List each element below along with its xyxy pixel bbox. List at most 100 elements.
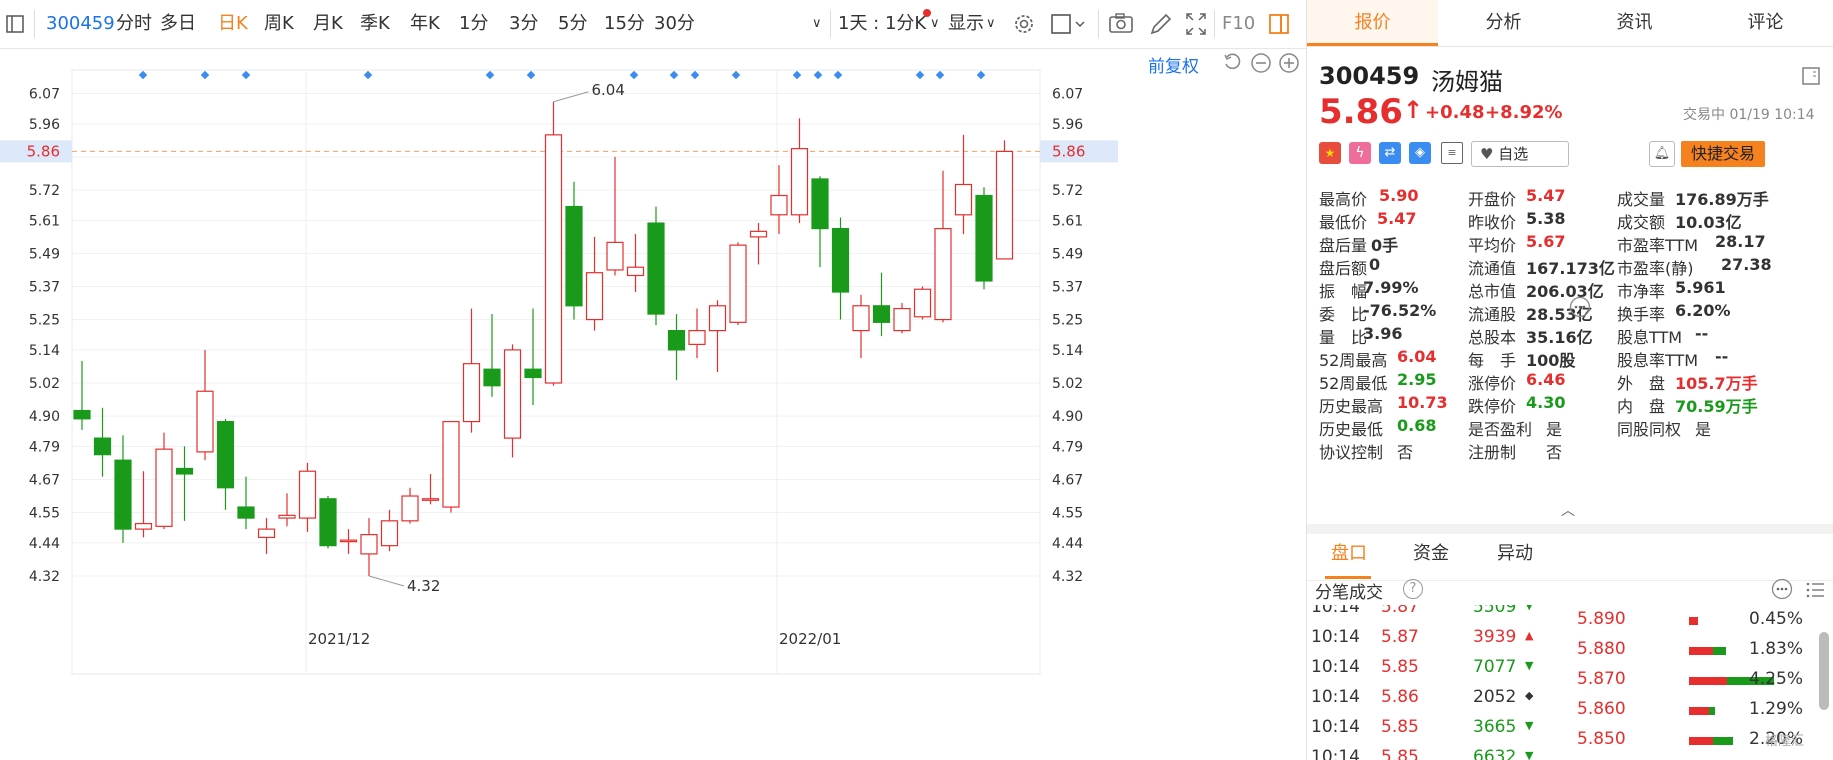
event-marker-icon[interactable] xyxy=(669,70,679,80)
square-select-icon[interactable] xyxy=(1050,0,1090,48)
event-marker-icon[interactable] xyxy=(629,70,639,80)
event-marker-icon[interactable] xyxy=(813,70,823,80)
scrollbar[interactable] xyxy=(1819,632,1829,710)
flag-icon[interactable]: ★ xyxy=(1319,142,1341,164)
candle[interactable] xyxy=(278,493,296,527)
candle[interactable] xyxy=(298,462,317,532)
period-tab[interactable]: 1分 xyxy=(459,13,489,34)
event-marker-icon[interactable] xyxy=(915,70,925,80)
range-select[interactable]: 1天 : 1分K xyxy=(838,13,927,34)
fuquan-select[interactable]: 前复权 xyxy=(1148,57,1199,77)
tab-capital[interactable]: 资金 xyxy=(1413,543,1449,564)
event-marker-icon[interactable] xyxy=(138,70,148,80)
candle[interactable] xyxy=(729,242,747,326)
event-marker-icon[interactable] xyxy=(833,70,843,80)
reset-icon[interactable] xyxy=(1222,52,1244,78)
event-marker-icon[interactable] xyxy=(200,70,210,80)
candle[interactable] xyxy=(790,118,809,224)
candle[interactable] xyxy=(524,308,542,406)
candle[interactable] xyxy=(995,140,1014,260)
period-tab[interactable]: 30分 xyxy=(654,13,695,34)
tab-comments[interactable]: 评论 xyxy=(1747,12,1784,33)
list-icon[interactable] xyxy=(1805,580,1825,604)
candle[interactable] xyxy=(93,407,112,477)
candle[interactable] xyxy=(708,300,727,372)
panel-collapse-icon[interactable] xyxy=(1801,66,1821,90)
candle[interactable] xyxy=(893,303,911,334)
tab-movement[interactable]: 异动 xyxy=(1497,543,1533,564)
event-marker-icon[interactable] xyxy=(690,70,700,80)
layout-toggle-icon[interactable] xyxy=(1268,0,1290,48)
candle[interactable] xyxy=(975,187,993,290)
candle[interactable] xyxy=(831,217,850,320)
period-tab[interactable]: 年K xyxy=(410,13,440,34)
candle[interactable] xyxy=(872,272,891,337)
candle[interactable] xyxy=(954,134,973,235)
settings-gear-icon[interactable] xyxy=(1012,0,1036,48)
event-marker-icon[interactable] xyxy=(792,70,802,80)
candle[interactable] xyxy=(216,418,235,510)
event-marker-icon[interactable] xyxy=(731,70,741,80)
display-menu[interactable]: 显示 xyxy=(948,13,984,34)
candle[interactable] xyxy=(421,473,440,505)
document-icon[interactable]: ≡ xyxy=(1441,142,1463,164)
candle[interactable] xyxy=(688,308,706,359)
candle[interactable] xyxy=(196,349,214,461)
zoom-in-icon[interactable] xyxy=(1278,52,1300,78)
candle[interactable] xyxy=(749,223,768,265)
candle[interactable] xyxy=(114,435,132,543)
tag-icon[interactable]: ◈ xyxy=(1409,142,1431,164)
candle[interactable] xyxy=(319,496,337,549)
candle[interactable] xyxy=(667,314,686,381)
f10-button[interactable]: F10 xyxy=(1222,13,1256,34)
tab-handicap[interactable]: 盘口 xyxy=(1331,543,1367,564)
period-tab[interactable]: 多日 xyxy=(160,13,196,34)
period-tab[interactable]: 日K xyxy=(218,13,248,34)
period-tab[interactable]: 分时 xyxy=(116,13,152,34)
lightning-icon[interactable]: ϟ xyxy=(1349,142,1371,164)
candle[interactable] xyxy=(339,529,358,554)
chevron-down-icon[interactable]: ∨ xyxy=(930,16,940,31)
ticks-list[interactable]: 10:14 5.87 5509 ▼ 10:14 5.87 3939 ▲ 10:14 5.85 707… xyxy=(1307,605,1833,760)
candle[interactable] xyxy=(565,181,583,320)
tab-news[interactable]: 资讯 xyxy=(1616,12,1653,33)
more-options-icon[interactable] xyxy=(1771,578,1793,604)
candle[interactable] xyxy=(626,234,645,293)
candle[interactable] xyxy=(585,236,604,331)
stock-code-tab[interactable]: 300459 xyxy=(46,13,115,34)
more-icon[interactable] xyxy=(1569,296,1591,322)
candle[interactable] xyxy=(257,518,276,554)
tab-quote[interactable]: 报价 xyxy=(1307,0,1438,46)
period-tab[interactable]: 周K xyxy=(264,13,294,34)
candle[interactable] xyxy=(913,286,932,320)
candle[interactable] xyxy=(360,518,378,576)
event-marker-icon[interactable] xyxy=(976,70,986,80)
candle[interactable] xyxy=(483,314,501,397)
candle[interactable] xyxy=(544,101,563,386)
watch-button[interactable]: ♥ 自选 xyxy=(1471,141,1569,167)
period-tab[interactable]: 月K xyxy=(313,13,343,34)
shuffle-icon[interactable]: ⇄ xyxy=(1379,142,1401,164)
tab-analysis[interactable]: 分析 xyxy=(1485,12,1522,33)
candlestick-chart[interactable]: 6.07 6.07 5.96 5.96 5.72 5.72 5.61 5.61 5.49 5.49… xyxy=(0,48,1306,760)
collapse-chevron-icon[interactable]: ︿ xyxy=(1561,503,1575,519)
fullscreen-icon[interactable] xyxy=(1184,0,1208,48)
candle[interactable] xyxy=(934,170,952,323)
zoom-out-icon[interactable] xyxy=(1250,52,1272,78)
candle[interactable] xyxy=(606,156,624,276)
candle[interactable] xyxy=(770,165,788,235)
event-marker-icon[interactable] xyxy=(363,70,373,80)
candle[interactable] xyxy=(401,487,419,524)
candle[interactable] xyxy=(155,432,173,530)
candle[interactable] xyxy=(462,308,481,433)
event-marker-icon[interactable] xyxy=(485,70,495,80)
bell-icon[interactable]: 🔔︎ xyxy=(1649,141,1675,167)
candle[interactable] xyxy=(852,294,870,359)
candle[interactable] xyxy=(134,471,153,538)
candle[interactable] xyxy=(175,446,194,521)
camera-icon[interactable] xyxy=(1108,0,1134,48)
panel-toggle-icon[interactable] xyxy=(6,0,24,48)
event-marker-icon[interactable] xyxy=(241,70,251,80)
candle[interactable] xyxy=(442,420,460,513)
chevron-down-icon[interactable]: ∨ xyxy=(812,16,822,31)
